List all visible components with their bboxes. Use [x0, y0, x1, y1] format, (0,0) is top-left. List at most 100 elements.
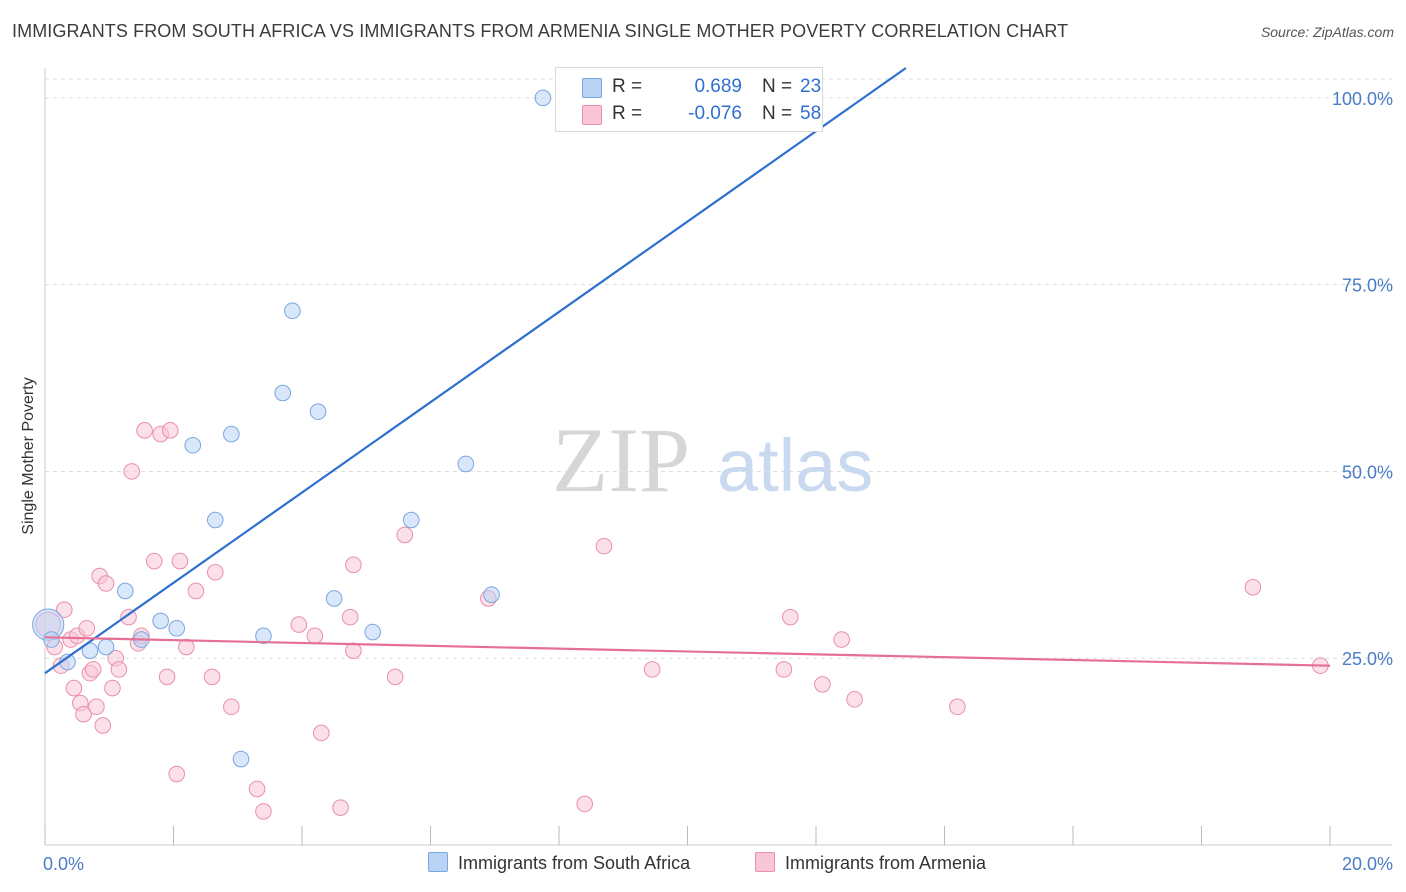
- point-south-africa: [364, 623, 381, 641]
- point-south-africa: [325, 590, 343, 607]
- point-armenia: [55, 601, 73, 618]
- point-south-africa: [483, 586, 500, 604]
- point-armenia: [104, 679, 121, 697]
- point-south-africa: [402, 511, 420, 529]
- legend-n-label: N =: [762, 103, 793, 124]
- trend-line-armenia: [44, 636, 1331, 667]
- legend-n-label: N =: [762, 76, 793, 97]
- point-armenia: [255, 803, 272, 820]
- point-armenia: [110, 661, 128, 678]
- point-armenia: [158, 668, 176, 686]
- point-armenia: [290, 616, 308, 633]
- point-armenia: [312, 724, 330, 742]
- point-armenia: [345, 642, 362, 660]
- legend-r-value: 0.689: [694, 76, 742, 97]
- point-armenia: [206, 564, 224, 581]
- point-south-africa: [232, 750, 250, 768]
- point-armenia: [84, 661, 102, 678]
- point-armenia: [341, 608, 359, 626]
- point-armenia: [161, 422, 179, 439]
- point-armenia: [345, 556, 362, 574]
- correlation-legend: R = 0.689 N = 23 R = -0.076 N = 58: [555, 67, 823, 132]
- watermark: ZIP atlas: [552, 409, 873, 511]
- tick-labels: 25.0% 50.0% 75.0% 100.0% 0.0% 20.0%: [43, 89, 1393, 874]
- point-armenia: [75, 705, 92, 723]
- grid-lines: [45, 78, 1392, 659]
- point-armenia: [814, 676, 831, 693]
- point-armenia: [248, 780, 266, 798]
- legend-item-south-africa: Immigrants from South Africa: [428, 852, 690, 874]
- point-armenia: [949, 698, 966, 716]
- point-south-africa: [168, 620, 186, 637]
- point-south-africa: [274, 384, 292, 402]
- point-armenia: [223, 698, 240, 716]
- axes: [44, 68, 1392, 846]
- point-armenia: [88, 698, 105, 716]
- data-points: [32, 89, 1329, 820]
- point-south-africa: [255, 627, 272, 645]
- trend-line-south-africa: [44, 67, 907, 675]
- point-south-africa: [223, 425, 240, 443]
- y-tick-label: 100.0%: [1332, 89, 1393, 109]
- point-armenia: [94, 717, 112, 734]
- legend-n-value: 23: [800, 76, 822, 97]
- point-armenia: [775, 661, 793, 678]
- point-armenia: [782, 608, 799, 626]
- point-south-africa: [206, 511, 224, 529]
- point-armenia: [396, 526, 414, 544]
- legend-item-armenia: Immigrants from Armenia: [755, 852, 986, 874]
- point-armenia: [136, 422, 153, 439]
- legend-r-label: R =: [612, 76, 643, 97]
- point-armenia: [1244, 578, 1262, 596]
- watermark-zip: ZIP: [552, 409, 690, 511]
- point-south-africa: [43, 631, 60, 648]
- point-armenia: [168, 765, 186, 783]
- point-south-africa: [284, 302, 301, 320]
- legend-swatch-blue: [582, 78, 602, 98]
- point-armenia: [203, 668, 221, 686]
- point-south-africa: [534, 89, 552, 107]
- point-armenia: [187, 582, 205, 600]
- point-armenia: [178, 638, 195, 656]
- legend-r-value: -0.076: [688, 103, 742, 124]
- point-south-africa: [97, 638, 115, 656]
- y-tick-label: 75.0%: [1342, 276, 1393, 296]
- point-armenia: [97, 575, 115, 592]
- point-armenia: [332, 799, 349, 816]
- chart-title: IMMIGRANTS FROM SOUTH AFRICA VS IMMIGRAN…: [12, 21, 1069, 41]
- point-armenia: [595, 537, 613, 555]
- x-tick-label: 20.0%: [1342, 854, 1393, 874]
- point-south-africa: [184, 436, 202, 454]
- y-tick-label: 50.0%: [1342, 462, 1393, 482]
- point-south-africa: [309, 403, 327, 420]
- x-tick-label: 0.0%: [43, 854, 84, 874]
- point-south-africa: [81, 642, 99, 660]
- trend-lines: [44, 67, 1331, 675]
- point-south-africa: [457, 455, 475, 473]
- y-tick-label: 25.0%: [1342, 649, 1393, 669]
- point-south-africa: [152, 612, 169, 630]
- point-armenia: [386, 668, 404, 686]
- legend-r-label: R =: [612, 103, 643, 124]
- legend-label-armenia: Immigrants from Armenia: [785, 853, 987, 873]
- legend-swatch-pink: [755, 852, 775, 872]
- legend-n-value: 58: [800, 103, 822, 124]
- point-armenia: [846, 691, 863, 708]
- legend-swatch-pink: [582, 105, 602, 125]
- point-armenia: [65, 679, 83, 697]
- point-armenia: [120, 608, 137, 626]
- source-credit: Source: ZipAtlas.com: [1260, 24, 1394, 40]
- point-armenia: [145, 552, 163, 570]
- point-armenia: [833, 631, 851, 648]
- y-axis-label: Single Mother Poverty: [20, 377, 37, 535]
- point-armenia: [643, 661, 661, 678]
- point-armenia: [123, 463, 141, 480]
- watermark-atlas: atlas: [717, 424, 873, 507]
- point-armenia: [576, 795, 594, 813]
- legend-label-south-africa: Immigrants from South Africa: [458, 853, 691, 873]
- point-armenia: [171, 552, 189, 570]
- legend-swatch-blue: [428, 852, 448, 872]
- point-armenia: [78, 620, 96, 637]
- point-armenia: [306, 627, 324, 645]
